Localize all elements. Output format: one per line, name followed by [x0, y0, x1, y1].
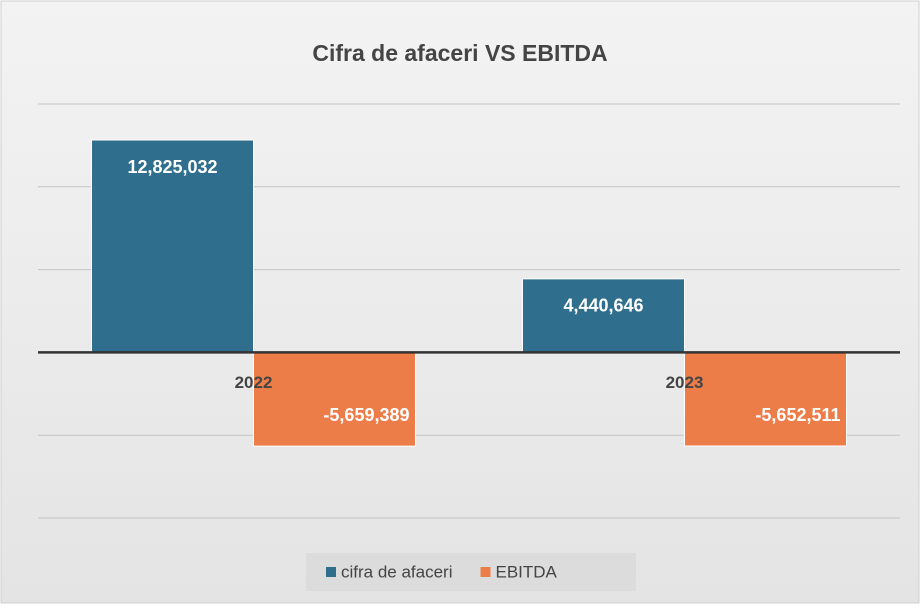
- data-label: 12,825,032: [127, 157, 217, 177]
- legend-swatch: [326, 567, 336, 577]
- legend: cifra de afaceri EBITDA: [306, 553, 636, 591]
- bar: [684, 351, 847, 447]
- data-label: -5,652,511: [755, 405, 840, 425]
- data-label: 4,440,646: [563, 296, 643, 316]
- legend-box: [306, 553, 636, 591]
- chart-title: Cifra de afaceri VS EBITDA: [312, 40, 607, 66]
- data-label: -5,659,389: [323, 405, 409, 425]
- x-tick-label: 2023: [666, 373, 704, 392]
- bar: [522, 278, 685, 353]
- bar: [91, 139, 254, 353]
- legend-label: EBITDA: [496, 562, 558, 581]
- x-tick-label: 2022: [235, 373, 273, 392]
- legend-swatch: [480, 567, 491, 577]
- bar: [253, 351, 416, 447]
- legend-label: cifra de afaceri: [341, 562, 453, 581]
